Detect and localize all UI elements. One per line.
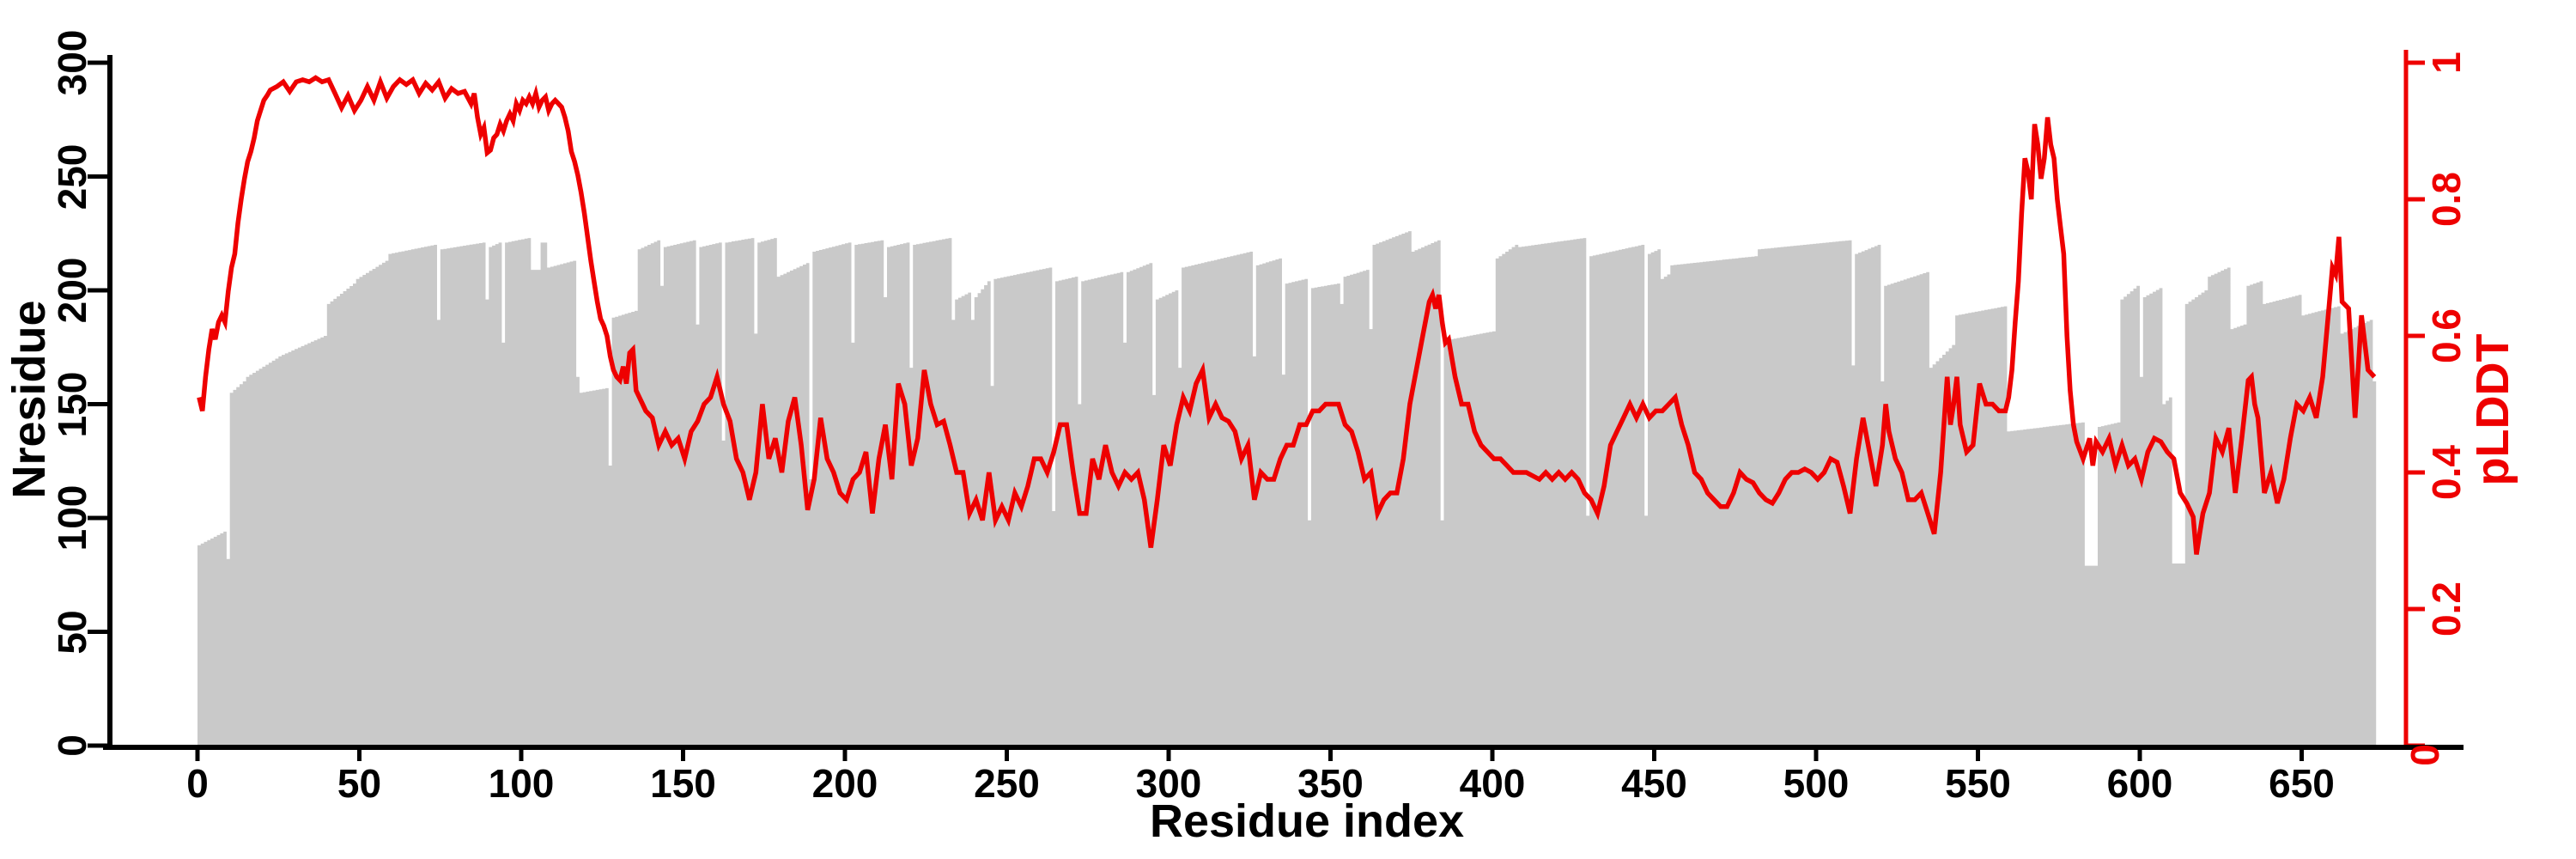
- right-tick-label: 0.4: [2424, 445, 2469, 500]
- nresidue-bars: [197, 231, 2377, 748]
- x-tick-label: 100: [488, 761, 555, 806]
- right-tick-label: 1: [2424, 52, 2469, 74]
- right-tick-label: 0.2: [2424, 582, 2469, 637]
- left-tick-label: 200: [50, 257, 94, 324]
- x-tick-label: 550: [1945, 761, 2011, 806]
- left-tick-label: 300: [50, 29, 94, 96]
- left-tick-label: 0: [50, 734, 94, 757]
- left-axis-title: Nresidue: [3, 300, 55, 499]
- x-tick-label: 250: [974, 761, 1040, 806]
- left-tick-label: 250: [50, 143, 94, 210]
- x-tick-label: 300: [1135, 761, 1202, 806]
- x-tick-label: 400: [1459, 761, 1526, 806]
- x-tick-label: 650: [2269, 761, 2335, 806]
- x-tick-label: 600: [2106, 761, 2173, 806]
- left-tick-label: 150: [50, 371, 94, 437]
- right-tick-label: 0.8: [2424, 172, 2469, 227]
- plddt-line: [197, 75, 2377, 555]
- x-tick-label: 150: [650, 761, 716, 806]
- right-tick-label: 0: [2403, 744, 2447, 766]
- x-axis-title: Residue index: [1149, 795, 1465, 847]
- x-tick-label: 200: [811, 761, 878, 806]
- x-tick-label: 450: [1621, 761, 1687, 806]
- x-tick-label: 50: [337, 761, 382, 806]
- right-axis-title: pLDDT: [2467, 333, 2518, 486]
- left-tick-label: 50: [50, 609, 94, 655]
- x-tick-label: 500: [1783, 761, 1850, 806]
- left-tick-label: 100: [50, 484, 94, 551]
- x-tick-label: 0: [186, 761, 209, 806]
- x-tick-label: 350: [1297, 761, 1364, 806]
- right-tick-label: 0.6: [2424, 308, 2469, 363]
